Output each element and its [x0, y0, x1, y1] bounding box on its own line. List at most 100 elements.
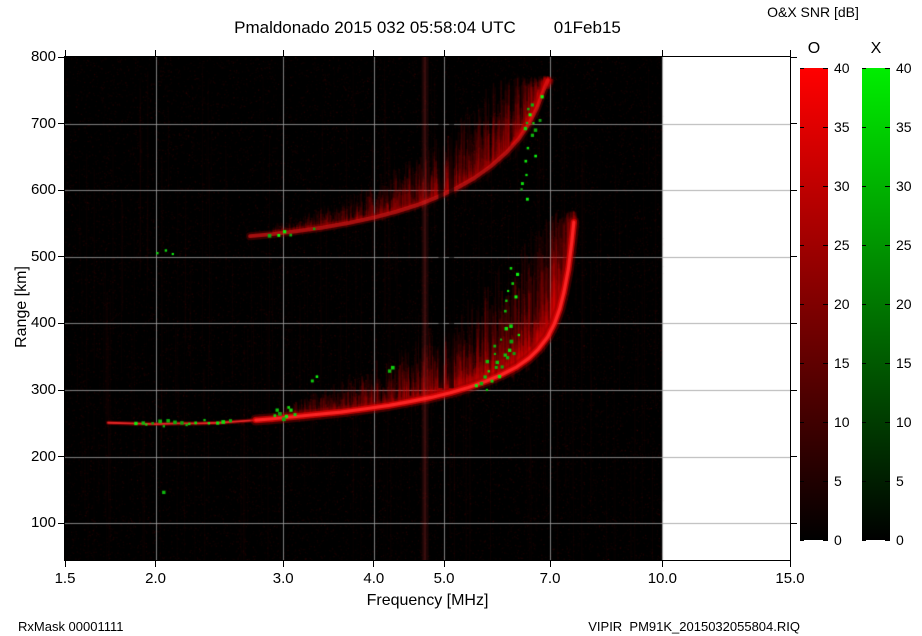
colorbar-tick-label: 20 [834, 296, 850, 312]
x-axis-label: Frequency [MHz] [366, 592, 489, 609]
colorbar-tick-mark [800, 68, 804, 69]
colorbar-tick-mark [800, 186, 804, 187]
x-tick-mark-top [789, 50, 791, 56]
colorbar-tick-mark [862, 481, 866, 482]
colorbar-tick-mark [885, 127, 890, 128]
colorbar-tick-mark [862, 422, 866, 423]
x-tick-label: 15.0 [775, 570, 805, 587]
colorbar-tick-mark [862, 186, 866, 187]
x-tick-mark [155, 561, 157, 567]
colorbar-tick-label: 5 [896, 473, 904, 489]
colorbar-tick-label: 30 [834, 178, 850, 194]
y-tick-mark-right [791, 256, 797, 258]
y-tick-label: 300 [30, 381, 56, 399]
colorbar-tick-mark [862, 304, 866, 305]
y-tick-mark-right [791, 123, 797, 125]
colorbar-tick-label: 10 [834, 414, 850, 430]
x-tick-mark [64, 561, 66, 567]
x-tick-mark-top [661, 50, 663, 56]
x-tick-label: 5.0 [433, 570, 455, 587]
y-tick-label: 800 [30, 48, 56, 65]
x-tick-mark [282, 561, 284, 567]
colorbar-tick-mark [823, 363, 828, 364]
colorbar-tick-label: 35 [834, 119, 850, 135]
colorbar-tick-label: 40 [834, 60, 850, 76]
colorbar-tick-mark [800, 422, 804, 423]
colorbar-tick-mark [885, 68, 890, 69]
colorbar-tick-label: 20 [896, 296, 912, 312]
data-file-text: VIPIR PM91K_2015032055804.RIQ [588, 619, 800, 634]
title-station-time: Pmaldonado 2015 032 05:58:04 UTC [234, 18, 516, 37]
colorbar-tick-mark [800, 363, 804, 364]
y-tick-mark-right [791, 56, 797, 58]
colorbar-tick-label: 25 [834, 237, 850, 253]
colorbar-tick-mark [823, 68, 828, 69]
colorbar-tick-mark [823, 245, 828, 246]
y-tick-label: 700 [30, 114, 56, 132]
plot-area [64, 56, 791, 561]
y-tick-label: 200 [30, 447, 56, 465]
y-tick-mark [58, 256, 64, 258]
colorbar-tick-mark [800, 540, 804, 541]
colorbar-tick-mark [823, 304, 828, 305]
x-tick-mark-top [373, 50, 375, 56]
page-title: Pmaldonado 2015 032 05:58:04 UTC 01Feb15 [65, 18, 790, 38]
y-tick-mark [58, 123, 64, 125]
x-tick-mark-top [282, 50, 284, 56]
colorbar-tick-mark [823, 540, 828, 541]
colorbar-tick-mark [862, 245, 866, 246]
y-tick-mark-right [791, 189, 797, 191]
y-axis-label: Range [km] [13, 266, 30, 348]
title-date: 01Feb15 [553, 18, 621, 37]
ionogram-canvas [65, 57, 790, 560]
colorbar-tick-mark [885, 186, 890, 187]
y-tick-mark-right [791, 322, 797, 324]
x-tick-mark [443, 561, 445, 567]
colorbar-tick-label: 30 [896, 178, 912, 194]
colorbar-tick-label: 10 [896, 414, 912, 430]
colorbar-title: O&X SNR [dB] [767, 4, 859, 20]
colorbar-tick-mark [800, 304, 804, 305]
colorbar-tick-mark [862, 68, 866, 69]
y-tick-mark [58, 322, 64, 324]
colorbar-tick-label: 25 [896, 237, 912, 253]
colorbar-tick-mark [885, 540, 890, 541]
x-tick-label: 2.0 [145, 570, 166, 587]
colorbar-tick-mark [885, 304, 890, 305]
colorbar-tick-label: 0 [896, 532, 904, 548]
colorbar-tick-mark [862, 363, 866, 364]
y-tick-mark-right [791, 456, 797, 458]
colorbar-tick-label: 5 [834, 473, 842, 489]
colorbar-tick-label: 15 [896, 355, 912, 371]
x-tick-mark-top [549, 50, 551, 56]
x-tick-mark [373, 561, 375, 567]
y-tick-label: 500 [30, 247, 56, 265]
x-tick-mark-top [443, 50, 445, 56]
colorbar-tick-mark [823, 422, 828, 423]
colorbar-tick-mark [823, 186, 828, 187]
y-tick-mark [58, 522, 64, 524]
colorbar-tick-label: 15 [834, 355, 850, 371]
x-tick-label: 4.0 [363, 570, 385, 587]
colorbar-x-label: X [870, 40, 882, 57]
y-tick-label: 100 [30, 514, 56, 532]
colorbar-tick-mark [862, 540, 866, 541]
colorbar-tick-label: 35 [896, 119, 912, 135]
y-tick-mark [58, 389, 64, 391]
x-tick-mark-top [155, 50, 157, 56]
rxmask-text: RxMask 00001111 [18, 619, 124, 634]
colorbar-tick-mark [800, 481, 804, 482]
colorbar-tick-mark [823, 481, 828, 482]
colorbar-tick-label: 40 [896, 60, 912, 76]
y-tick-label: 400 [30, 314, 56, 332]
colorbar-o-label: O [807, 40, 821, 57]
y-tick-label: 600 [30, 181, 56, 199]
x-tick-mark-top [64, 50, 66, 56]
colorbar-tick-mark [885, 422, 890, 423]
colorbar-tick-mark [885, 245, 890, 246]
y-tick-mark [58, 456, 64, 458]
x-tick-mark [661, 561, 663, 567]
x-tick-label: 3.0 [272, 570, 294, 587]
colorbar-tick-mark [800, 127, 804, 128]
